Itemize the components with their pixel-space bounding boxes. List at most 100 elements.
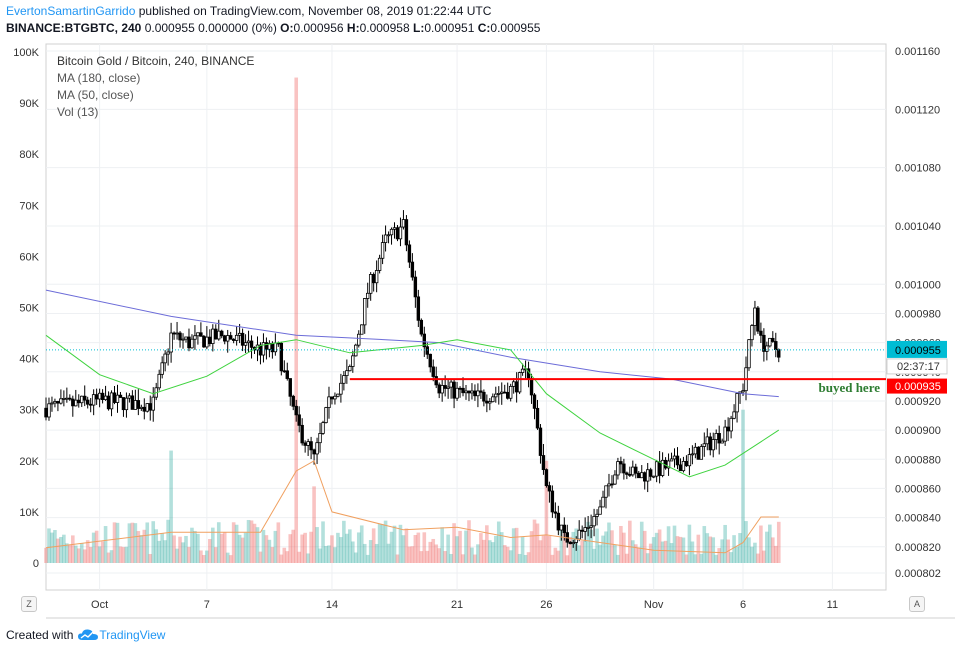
candle-body: [83, 395, 87, 401]
candle-body: [94, 394, 99, 400]
volume-bar: [771, 537, 775, 563]
volume-bar: [47, 528, 51, 563]
volume-bar: [732, 535, 736, 563]
volume-bar: [199, 550, 203, 563]
candle-body: [520, 368, 525, 373]
volume-bar: [401, 535, 406, 563]
volume-bar: [342, 520, 346, 563]
volume-bar: [222, 532, 227, 563]
candle-body: [47, 403, 51, 418]
high-label: H:: [346, 21, 360, 35]
volume-bar: [193, 530, 197, 563]
candle-body: [762, 334, 766, 352]
volume-bar: [633, 544, 638, 563]
support-price-tag: [887, 378, 947, 394]
candle-body: [363, 298, 367, 326]
volume-bar: [94, 530, 99, 563]
candle-body: [511, 381, 516, 387]
volume-bar: [583, 540, 587, 563]
candle-body: [669, 458, 674, 462]
volume-bar: [383, 520, 388, 563]
volume-bar: [276, 522, 281, 563]
legend-volume[interactable]: Vol (13): [57, 105, 99, 119]
tradingview-brand: TradingView: [99, 628, 166, 642]
candle-body: [368, 274, 373, 294]
time-tick-label: 14: [326, 599, 338, 611]
time-tick-label: 7: [204, 599, 210, 611]
volume-bar: [118, 546, 123, 563]
candle-body: [410, 261, 415, 278]
volume-bar: [431, 538, 436, 563]
volume-bar: [115, 522, 120, 563]
candle-body: [297, 414, 301, 426]
candle-body: [544, 469, 549, 487]
volume-bar: [392, 525, 397, 563]
volume-bar: [139, 535, 144, 563]
volume-bar: [213, 547, 218, 563]
volume-bar: [345, 533, 349, 563]
candle-body: [529, 378, 534, 396]
volume-bar: [228, 555, 233, 563]
candle-body: [434, 376, 438, 386]
volume-bar: [616, 554, 620, 563]
volume-bar: [202, 554, 206, 563]
volume-bar: [172, 535, 176, 563]
last-price-value: 0.000955: [895, 345, 941, 357]
volume-bar: [246, 519, 251, 563]
support-price-value: 0.000935: [895, 381, 941, 393]
volume-bar: [452, 523, 456, 563]
volume-bar: [395, 554, 400, 563]
volume-bar: [85, 540, 90, 563]
candle-body: [768, 337, 772, 347]
volume-bar: [407, 546, 412, 563]
candle-body: [735, 393, 739, 413]
author-link[interactable]: EvertonSamartinGarrido: [6, 4, 136, 18]
candle-body: [446, 386, 450, 389]
legend-ma180[interactable]: MA (180, close): [57, 71, 141, 85]
volume-bar: [547, 535, 552, 563]
volume-bar: [488, 540, 492, 563]
volume-bar: [374, 543, 379, 563]
legend-ma50[interactable]: MA (50, close): [57, 88, 134, 102]
candle-body: [80, 395, 84, 404]
candle-body: [753, 307, 757, 326]
auto-scale-button[interactable]: A: [909, 596, 925, 612]
candle-body: [330, 396, 334, 400]
volume-bar: [708, 536, 713, 563]
legend-main-series[interactable]: Bitcoin Gold / Bitcoin, 240, BINANCE: [57, 54, 255, 68]
candle-body: [312, 449, 316, 455]
candle-body: [729, 417, 733, 432]
volume-tick-label: 100K: [13, 47, 39, 59]
volume-bar: [735, 546, 739, 563]
candle-body: [124, 397, 129, 411]
volume-bar: [520, 536, 525, 563]
volume-bar: [577, 545, 581, 563]
candle-body: [699, 446, 704, 460]
tradingview-logo[interactable]: TradingView: [77, 628, 165, 642]
candle-body: [458, 387, 462, 390]
candles: [44, 210, 781, 551]
candle-body: [309, 441, 313, 451]
candle-body: [491, 396, 495, 403]
volume-bar: [493, 535, 498, 563]
candle-body: [205, 336, 209, 348]
volume-bar: [613, 544, 617, 563]
volume-bar: [109, 550, 114, 563]
volume-bar: [467, 520, 471, 563]
candle-body: [59, 398, 63, 404]
candle-body: [211, 328, 215, 344]
zoom-button[interactable]: Z: [21, 596, 37, 612]
volume-bar: [648, 543, 653, 563]
candle-body: [470, 390, 474, 394]
volume-bar: [491, 542, 495, 563]
candle-body: [136, 400, 141, 409]
time-tick-label: 21: [451, 599, 463, 611]
candle-body: [240, 332, 245, 346]
volume-bar: [744, 521, 748, 563]
candle-body: [616, 461, 620, 476]
volume-bar: [440, 527, 444, 563]
volume-bar: [756, 553, 760, 563]
volume-bar: [556, 550, 561, 563]
volume-bar: [565, 555, 570, 563]
